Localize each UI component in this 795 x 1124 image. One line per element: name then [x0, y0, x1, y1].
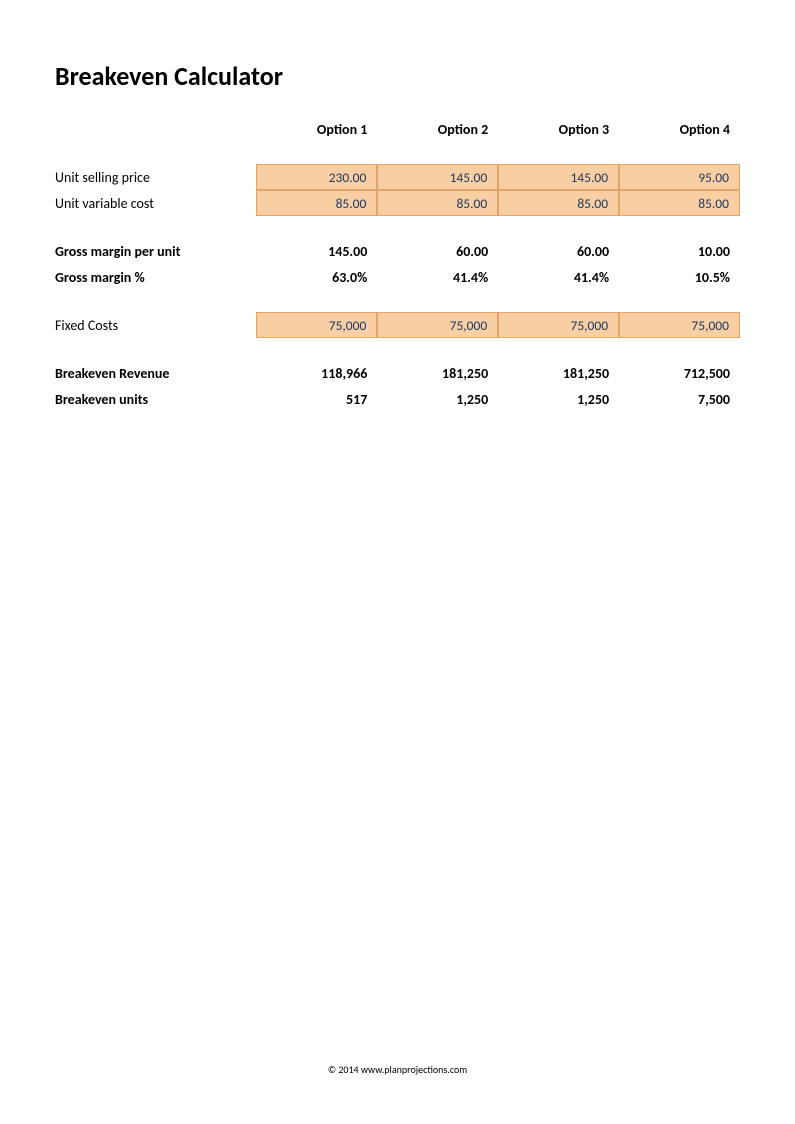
cell-bu-4: 7,500 — [619, 386, 740, 412]
cell-gmp-1: 63.0% — [256, 264, 377, 290]
header-row: Option 1 Option 2 Option 3 Option 4 — [55, 116, 740, 142]
cell-usp-2[interactable]: 145.00 — [377, 164, 498, 190]
cell-gmu-4: 10.00 — [619, 238, 740, 264]
cell-fc-3[interactable]: 75,000 — [498, 312, 619, 338]
cell-gmp-2: 41.4% — [377, 264, 498, 290]
row-unit-selling-price: Unit selling price 230.00 145.00 145.00 … — [55, 164, 740, 190]
cell-gmp-3: 41.4% — [498, 264, 619, 290]
cell-usp-3[interactable]: 145.00 — [498, 164, 619, 190]
row-fixed-costs: Fixed Costs 75,000 75,000 75,000 75,000 — [55, 312, 740, 338]
header-option-4: Option 4 — [619, 116, 740, 142]
row-gross-margin-per-unit: Gross margin per unit 145.00 60.00 60.00… — [55, 238, 740, 264]
header-option-2: Option 2 — [377, 116, 498, 142]
cell-gmu-1: 145.00 — [256, 238, 377, 264]
header-option-1: Option 1 — [256, 116, 377, 142]
cell-bu-1: 517 — [256, 386, 377, 412]
cell-fc-1[interactable]: 75,000 — [256, 312, 377, 338]
cell-usp-4[interactable]: 95.00 — [619, 164, 740, 190]
footer-copyright: © 2014 www.planprojections.com — [0, 1063, 795, 1076]
cell-usp-1[interactable]: 230.00 — [256, 164, 377, 190]
cell-gmu-3: 60.00 — [498, 238, 619, 264]
row-gross-margin-pct: Gross margin % 63.0% 41.4% 41.4% 10.5% — [55, 264, 740, 290]
label-unit-selling-price: Unit selling price — [55, 164, 256, 190]
label-breakeven-units: Breakeven units — [55, 386, 256, 412]
row-breakeven-units: Breakeven units 517 1,250 1,250 7,500 — [55, 386, 740, 412]
cell-gmp-4: 10.5% — [619, 264, 740, 290]
cell-uvc-2[interactable]: 85.00 — [377, 190, 498, 216]
cell-bu-2: 1,250 — [377, 386, 498, 412]
header-blank — [55, 116, 256, 142]
page-title: Breakeven Calculator — [55, 60, 740, 92]
cell-gmu-2: 60.00 — [377, 238, 498, 264]
label-fixed-costs: Fixed Costs — [55, 312, 256, 338]
row-unit-variable-cost: Unit variable cost 85.00 85.00 85.00 85.… — [55, 190, 740, 216]
cell-bu-3: 1,250 — [498, 386, 619, 412]
label-breakeven-revenue: Breakeven Revenue — [55, 360, 256, 386]
row-breakeven-revenue: Breakeven Revenue 118,966 181,250 181,25… — [55, 360, 740, 386]
cell-fc-4[interactable]: 75,000 — [619, 312, 740, 338]
cell-uvc-3[interactable]: 85.00 — [498, 190, 619, 216]
cell-brev-3: 181,250 — [498, 360, 619, 386]
cell-brev-2: 181,250 — [377, 360, 498, 386]
cell-uvc-1[interactable]: 85.00 — [256, 190, 377, 216]
cell-uvc-4[interactable]: 85.00 — [619, 190, 740, 216]
label-gross-margin-per-unit: Gross margin per unit — [55, 238, 256, 264]
label-gross-margin-pct: Gross margin % — [55, 264, 256, 290]
header-option-3: Option 3 — [498, 116, 619, 142]
label-unit-variable-cost: Unit variable cost — [55, 190, 256, 216]
cell-brev-1: 118,966 — [256, 360, 377, 386]
cell-brev-4: 712,500 — [619, 360, 740, 386]
breakeven-table: Option 1 Option 2 Option 3 Option 4 Unit… — [55, 116, 740, 412]
cell-fc-2[interactable]: 75,000 — [377, 312, 498, 338]
